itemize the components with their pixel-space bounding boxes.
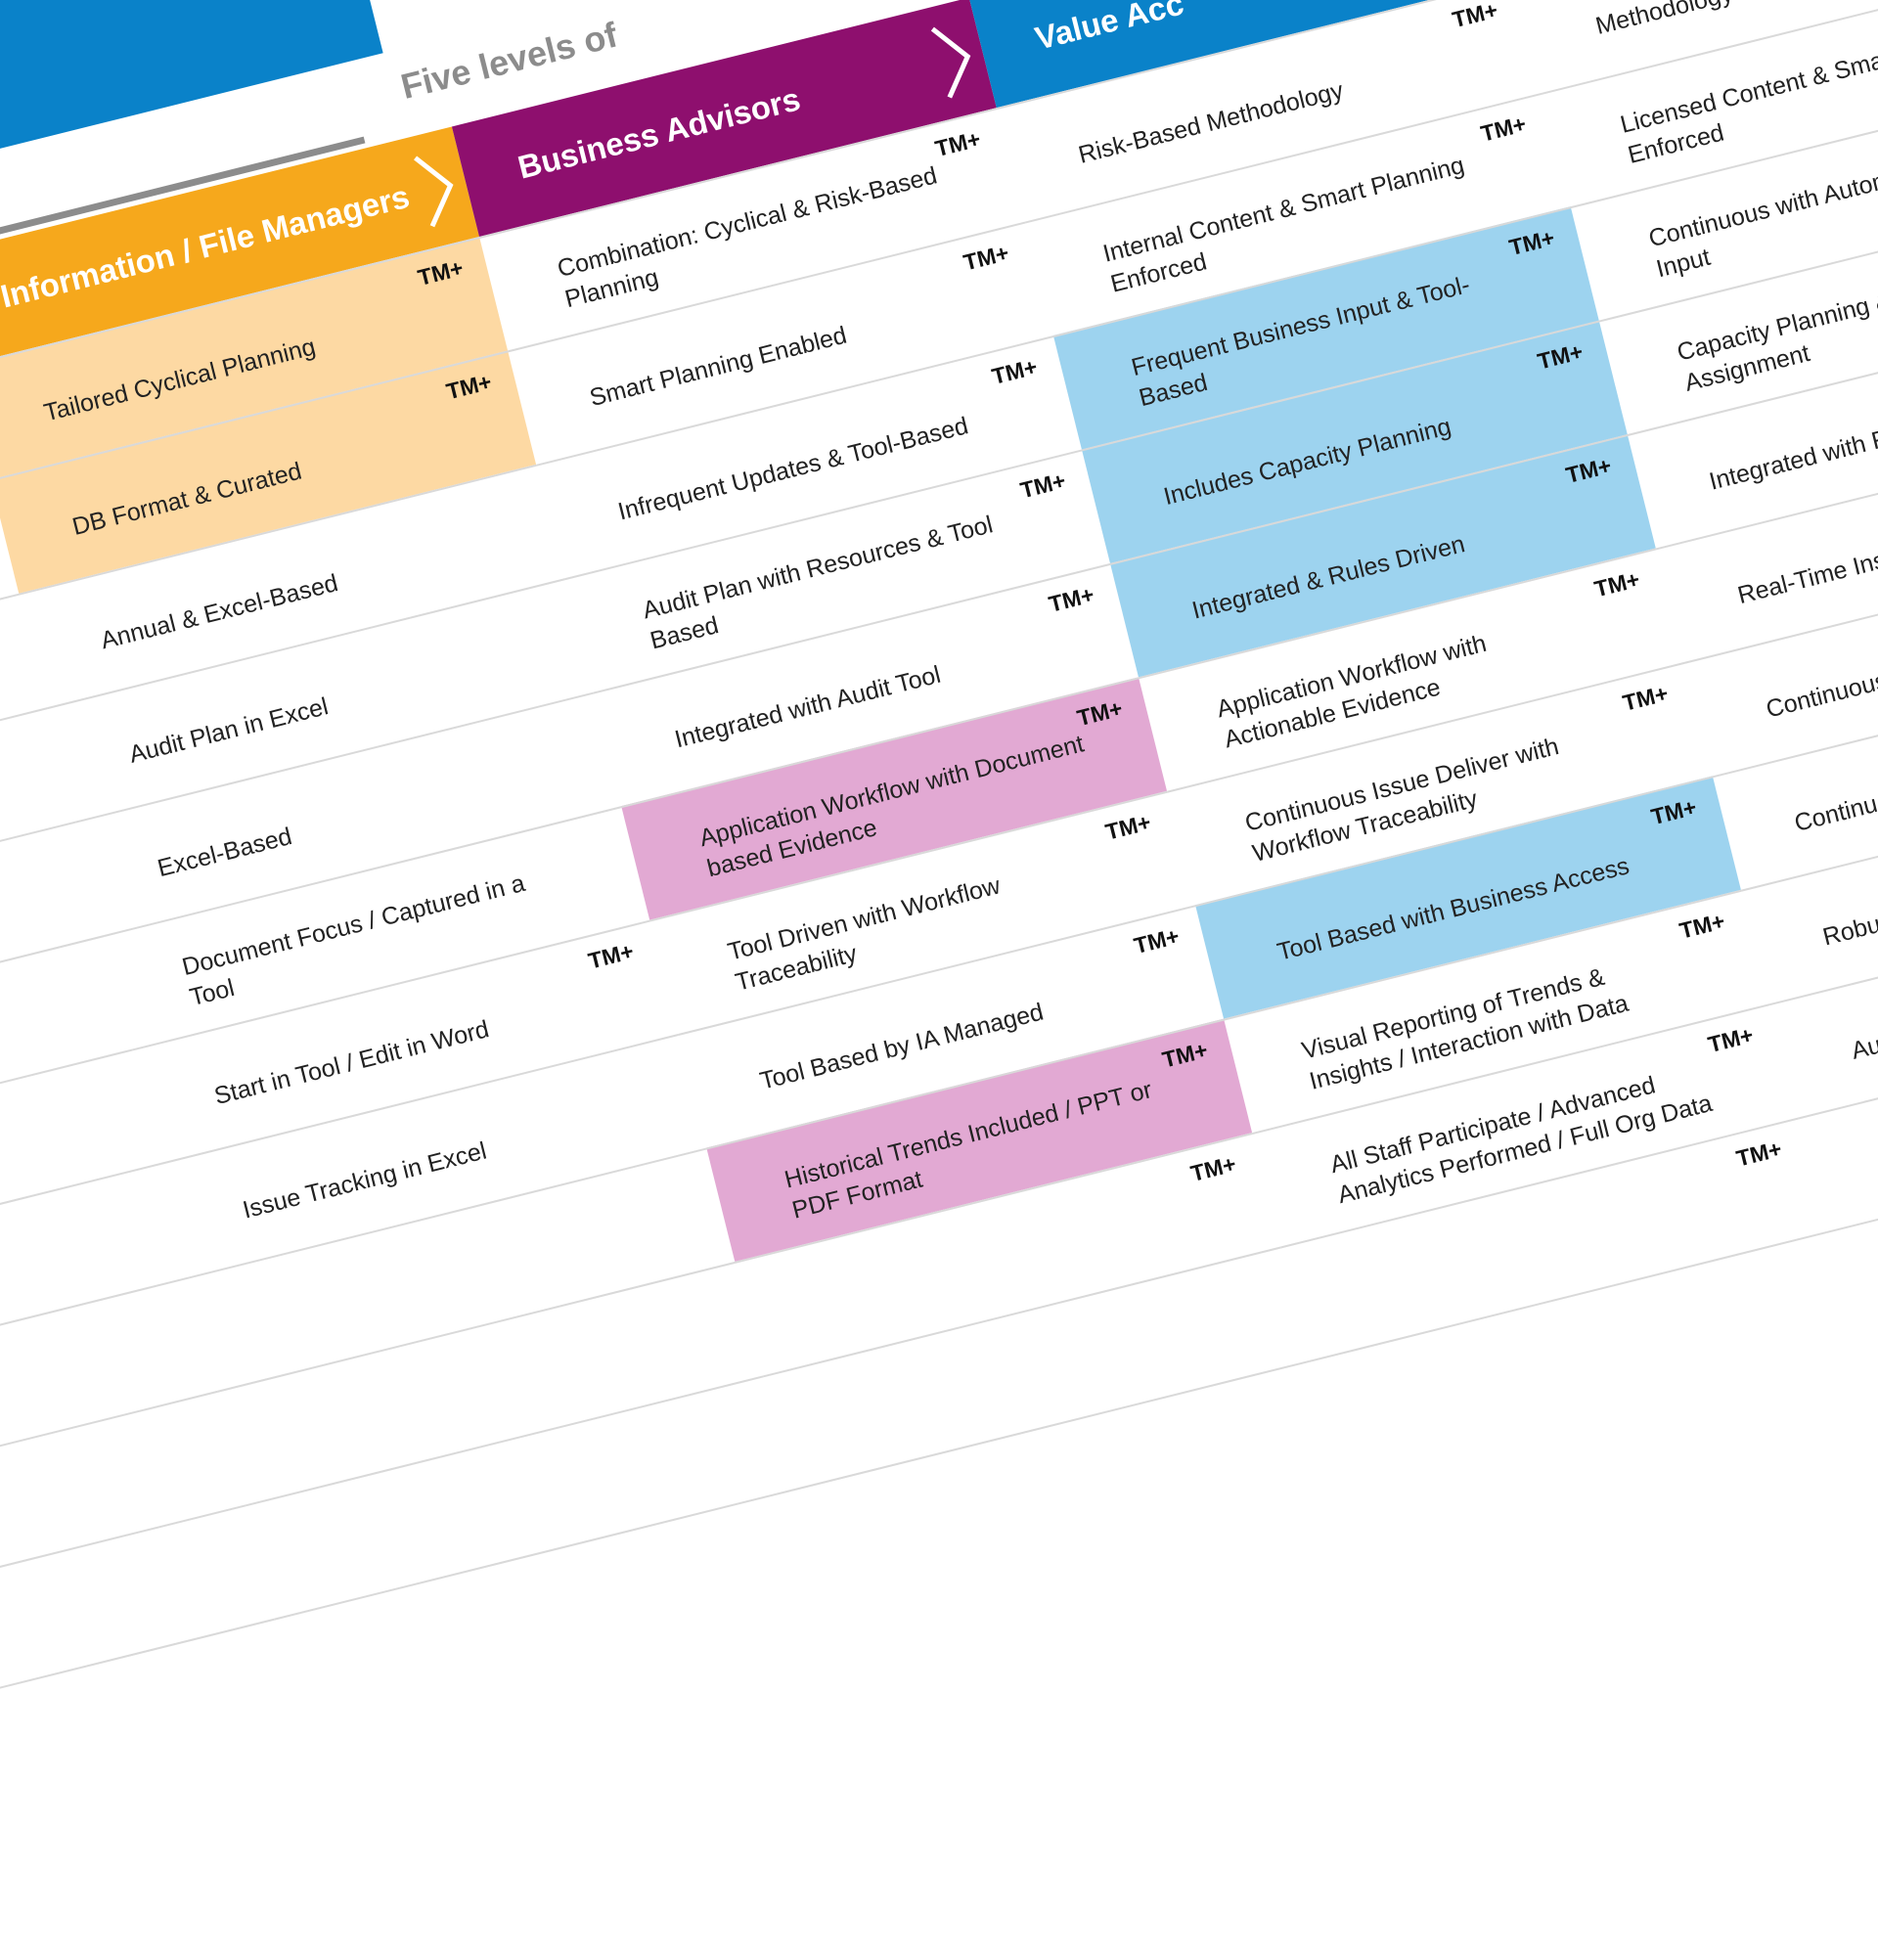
cell-text: Robus & Ad [1819, 893, 1878, 952]
cell-tag: TM+ [1159, 1037, 1211, 1073]
cell-tag: TM+ [961, 240, 1011, 276]
cell-tag: TM+ [415, 254, 467, 290]
cell-text: Audit Plan in Excel [126, 691, 332, 769]
cell-tag: TM+ [1591, 565, 1642, 602]
page: Five levels of Information / File Manage… [0, 0, 1878, 1861]
cell-text: Excel-Based [155, 822, 295, 882]
cell-tag: TM+ [1478, 111, 1529, 147]
cell-tag: TM+ [1620, 680, 1671, 716]
cell-tag: TM+ [932, 125, 983, 162]
column-header-text: Value Acc [1031, 0, 1187, 57]
cell-tag: TM+ [1046, 581, 1097, 617]
cell-text: Continuous with Respo [1763, 636, 1878, 724]
cell-tag: TM+ [1450, 0, 1500, 33]
cell-tag: TM+ [1648, 793, 1699, 830]
cell-text: Integrated with Fe [1706, 421, 1878, 496]
cell-tag: TM+ [1705, 1021, 1757, 1058]
column-header: Business Advisors [451, 0, 997, 237]
cell-tag: TM+ [1017, 467, 1069, 504]
cell-text: Au [1848, 1031, 1878, 1065]
cell-tag: TM+ [1563, 452, 1614, 488]
cell-text: Continu [1791, 789, 1878, 837]
chevron [414, 156, 454, 228]
cell-tag: TM+ [1102, 809, 1154, 845]
cell-tag: TM+ [1733, 1136, 1785, 1172]
cell-tag: TM+ [443, 368, 495, 405]
cell-tag: TM+ [1074, 694, 1126, 732]
chevron [930, 26, 971, 99]
cell-tag: TM+ [989, 353, 1041, 389]
cell-tag: TM+ [1187, 1150, 1239, 1187]
cell-tag: TM+ [1677, 908, 1728, 944]
column-header: Information / File Managers [0, 126, 479, 366]
cell-text: Methodology [1592, 0, 1736, 40]
cell-tag: TM+ [1131, 922, 1183, 959]
cell-tag: TM+ [585, 938, 637, 974]
cell-tag: TM+ [1535, 338, 1586, 375]
cell-tag: TM+ [1506, 224, 1557, 261]
